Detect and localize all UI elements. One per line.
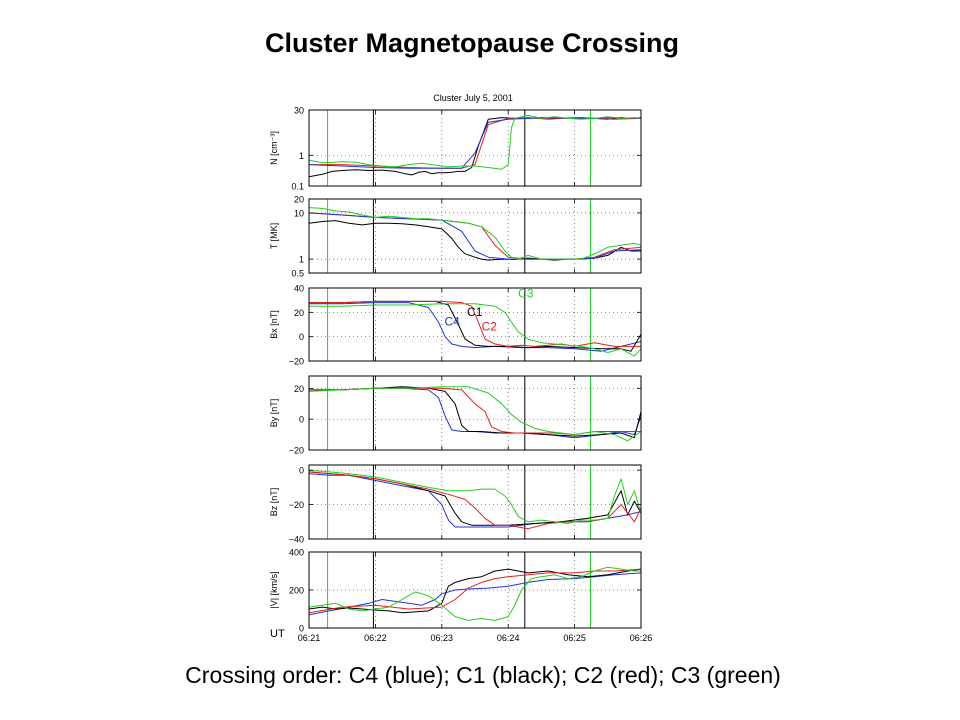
panel-frame — [308, 551, 642, 629]
y-tick-label: 1 — [299, 151, 304, 161]
y-tick-label: −20 — [289, 446, 304, 456]
y-tick-label: 1 — [299, 255, 304, 265]
series-line-c3 — [308, 566, 641, 621]
y-tick-label: 0 — [299, 332, 304, 342]
y-tick-label: −40 — [289, 535, 304, 545]
slide-caption: Crossing order: C4 (blue); C1 (black); C… — [185, 662, 781, 688]
y-tick-label: −20 — [289, 357, 304, 367]
x-tick-label: 06:23 — [431, 633, 454, 643]
series-line-c3 — [308, 114, 642, 170]
panel-5: −40 −20 0 Bz [nT] — [269, 464, 642, 545]
series-line-c3 — [309, 303, 642, 357]
chart-title: Cluster July 5, 2001 — [433, 93, 513, 103]
y-tick-label: 0.1 — [291, 182, 304, 192]
series-line-c1 — [308, 117, 642, 178]
series-annotation-c3: C3 — [518, 287, 534, 301]
y-tick-label: 0 — [299, 466, 304, 476]
x-tick-label: 06:24 — [497, 633, 520, 643]
series-line-c2 — [309, 300, 641, 347]
panel-frame — [308, 375, 642, 451]
series-line-c1 — [308, 220, 641, 261]
y-tick-label: 400 — [289, 548, 304, 558]
series-line-c2 — [309, 117, 642, 169]
y-axis-label: Bz [nT] — [269, 488, 279, 517]
y-tick-label: 20 — [294, 384, 304, 394]
series-line-c3 — [308, 386, 642, 442]
y-axis-label: Bx [nT] — [269, 310, 279, 339]
series-line-c2 — [309, 387, 641, 436]
x-axis-label: UT — [270, 628, 285, 640]
series-line-c2 — [308, 212, 642, 260]
panel-frame — [308, 198, 642, 274]
panel-frame — [308, 464, 642, 540]
x-tick-label: 06:22 — [364, 633, 387, 643]
y-tick-label: 0.5 — [291, 269, 304, 279]
panel-frame — [308, 109, 642, 187]
panel-frame — [308, 287, 642, 362]
series-line-c4 — [308, 473, 642, 528]
series-line-c2 — [308, 568, 642, 614]
panel-6: 0 200 400 |V| [km/s] — [269, 548, 642, 634]
x-tick-label: 06:25 — [563, 633, 586, 643]
y-tick-label: 10 — [294, 208, 304, 218]
y-axis-label: T [MK] — [269, 223, 279, 249]
series-line-c4 — [308, 117, 642, 169]
panel-2: 0.5 1 10 20 T [MK] — [269, 195, 642, 279]
y-tick-label: 200 — [289, 586, 304, 596]
series-line-c3 — [308, 207, 642, 260]
series-line-c1 — [308, 471, 642, 526]
series-annotation-c4: C4 — [444, 315, 460, 329]
y-tick-label: 20 — [294, 308, 304, 318]
y-tick-label: 20 — [294, 195, 304, 205]
y-tick-label: −20 — [289, 500, 304, 510]
slide-title: Cluster Magnetopause Crossing — [264, 28, 680, 58]
panel-4: −20 0 20 By [nT] — [269, 375, 642, 456]
panel-1: 0.1 1 30 N [cm⁻³] — [269, 106, 642, 192]
x-tick-label: 06:26 — [630, 633, 653, 643]
x-tick-label: 06:21 — [298, 633, 321, 643]
y-tick-label: 40 — [294, 284, 304, 294]
panel-3: −20 0 20 40 Bx [nT] — [269, 284, 642, 367]
y-tick-label: 0 — [299, 415, 304, 425]
y-axis-label: N [cm⁻³] — [269, 131, 279, 165]
series-line-c4 — [309, 387, 642, 439]
series-line-c1 — [309, 386, 642, 439]
series-line-c1 — [308, 568, 642, 614]
series-annotation-c1: C1 — [467, 305, 483, 319]
series-annotation-c2: C2 — [482, 320, 498, 334]
chart-panels: 0.1 1 30 N [cm⁻³] 0.5 1 10 20 T [MK] −20 0 20 40 Bx [… — [269, 106, 652, 644]
y-tick-label: 30 — [294, 106, 304, 116]
series-line-c4 — [308, 212, 642, 260]
y-axis-label: By [nT] — [269, 399, 279, 428]
series-line-c3 — [308, 469, 642, 524]
y-axis-label: |V| [km/s] — [269, 571, 279, 608]
series-line-c4 — [309, 302, 642, 352]
y-tick-label: 0 — [299, 624, 304, 634]
